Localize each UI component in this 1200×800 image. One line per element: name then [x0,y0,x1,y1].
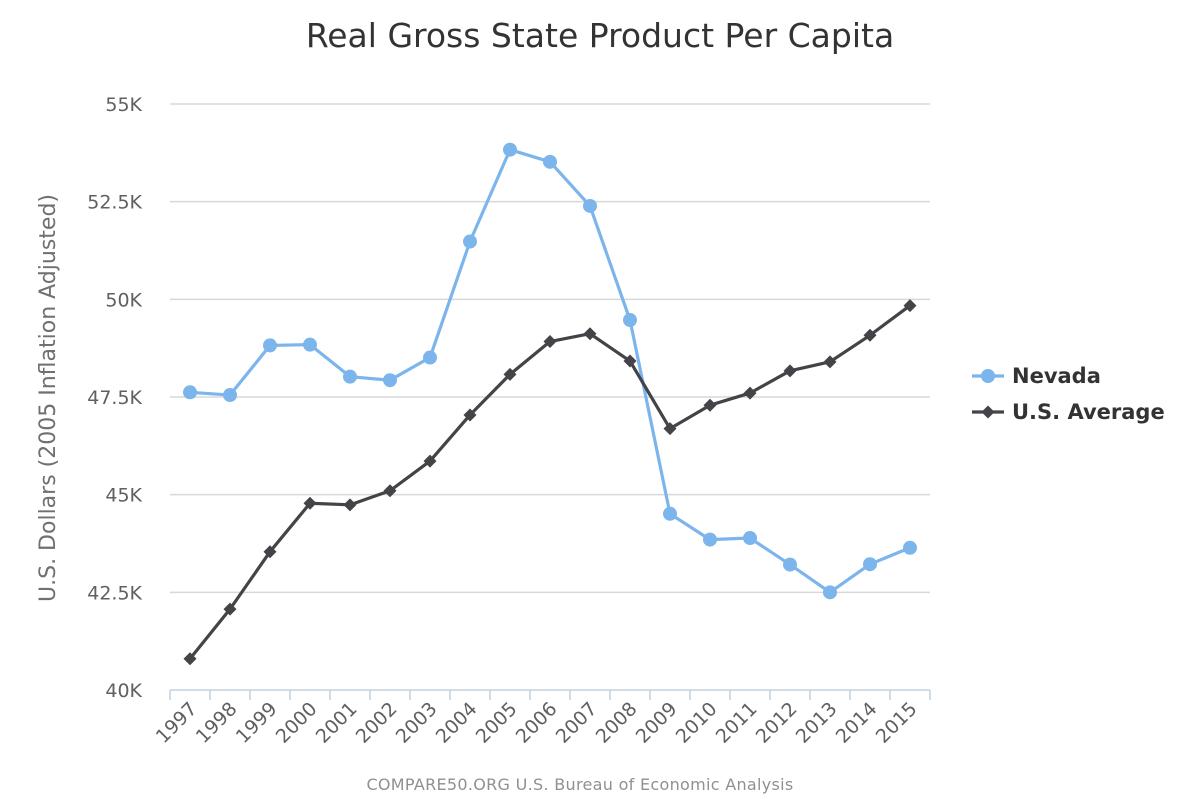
legend[interactable]: Nevada U.S. Average [972,364,1165,424]
x-tick-label: 2004 [432,698,482,748]
y-tick-label: 45K [105,485,142,507]
series-u-s-average [183,299,917,666]
y-tick-label: 50K [105,289,142,311]
data-point[interactable] [783,557,797,572]
data-point[interactable] [383,373,397,388]
x-tick-label: 2007 [552,698,602,748]
data-point[interactable] [663,506,677,521]
x-tick-label: 2009 [632,698,682,748]
y-axis-title: U.S. Dollars (2005 Inflation Adjusted) [36,194,61,602]
data-point[interactable] [183,652,197,666]
data-point[interactable] [303,496,317,510]
data-point[interactable] [623,354,637,368]
data-point[interactable] [303,337,317,352]
x-tick-label: 2011 [712,698,762,748]
chart-title: Real Gross State Product Per Capita [306,16,894,55]
data-point[interactable] [863,328,877,342]
x-tick-label: 2001 [312,698,362,748]
y-axis: 40K 42.5K 45K 47.5K 50K 52.5K 55K [87,94,142,702]
x-tick-label: 2008 [592,698,642,748]
x-tick-label: 2002 [352,698,402,748]
legend-marker[interactable] [981,369,995,383]
y-tick-label: 40K [105,680,142,702]
data-point[interactable] [583,198,597,213]
legend-label: Nevada [1012,364,1101,388]
data-point[interactable] [383,484,397,498]
data-point[interactable] [423,350,437,365]
grid-layer [170,103,930,594]
y-tick-label: 52.5K [87,192,142,214]
y-tick-label: 42.5K [87,582,142,604]
data-point[interactable] [623,313,637,328]
data-point[interactable] [743,531,757,546]
x-tick-label: 1998 [192,698,242,748]
series-line[interactable] [188,303,912,661]
data-point[interactable] [223,602,237,616]
data-point[interactable] [503,367,517,381]
data-point[interactable] [903,299,917,313]
x-axis: 1997199819992000200120022003200420052006… [152,689,931,748]
y-tick-label: 47.5K [87,387,142,409]
data-point[interactable] [343,498,357,512]
x-tick-label: 2000 [272,698,322,748]
data-point[interactable] [863,557,877,572]
data-point[interactable] [183,385,197,400]
data-point[interactable] [823,355,837,369]
data-point[interactable] [503,142,517,157]
legend-item[interactable]: Nevada [972,364,1101,388]
data-point[interactable] [343,369,357,384]
data-point[interactable] [703,532,717,547]
x-tick-label: 2010 [672,698,722,748]
data-point[interactable] [263,545,277,559]
series-layer [183,142,917,666]
x-tick-label: 2003 [392,698,442,748]
data-point[interactable] [903,540,917,555]
data-point[interactable] [583,327,597,341]
x-tick-label: 2012 [752,698,802,748]
data-point[interactable] [823,585,837,600]
data-point[interactable] [263,338,277,353]
data-point[interactable] [703,398,717,412]
data-point[interactable] [783,364,797,378]
x-tick-label: 2006 [512,698,562,748]
data-point[interactable] [463,234,477,249]
series-nevada [183,142,917,600]
data-point[interactable] [663,422,677,436]
x-tick-label: 1999 [232,698,282,748]
x-tick-label: 2005 [472,698,522,748]
data-point[interactable] [423,454,437,468]
series-line[interactable] [188,148,912,594]
legend-marker[interactable] [981,405,995,419]
data-point[interactable] [743,386,757,400]
x-tick-label: 2013 [792,698,842,748]
data-point[interactable] [543,335,557,349]
x-tick-label: 2014 [832,698,882,748]
legend-label: U.S. Average [1012,400,1165,424]
y-tick-label: 55K [105,94,142,116]
x-tick-label: 1997 [152,698,202,748]
data-point[interactable] [223,388,237,403]
x-tick-label: 2015 [872,698,922,748]
data-point[interactable] [463,408,477,422]
legend-item[interactable]: U.S. Average [972,400,1165,424]
data-point[interactable] [543,154,557,169]
credits-text[interactable]: COMPARE50.ORG U.S. Bureau of Economic An… [366,775,793,794]
